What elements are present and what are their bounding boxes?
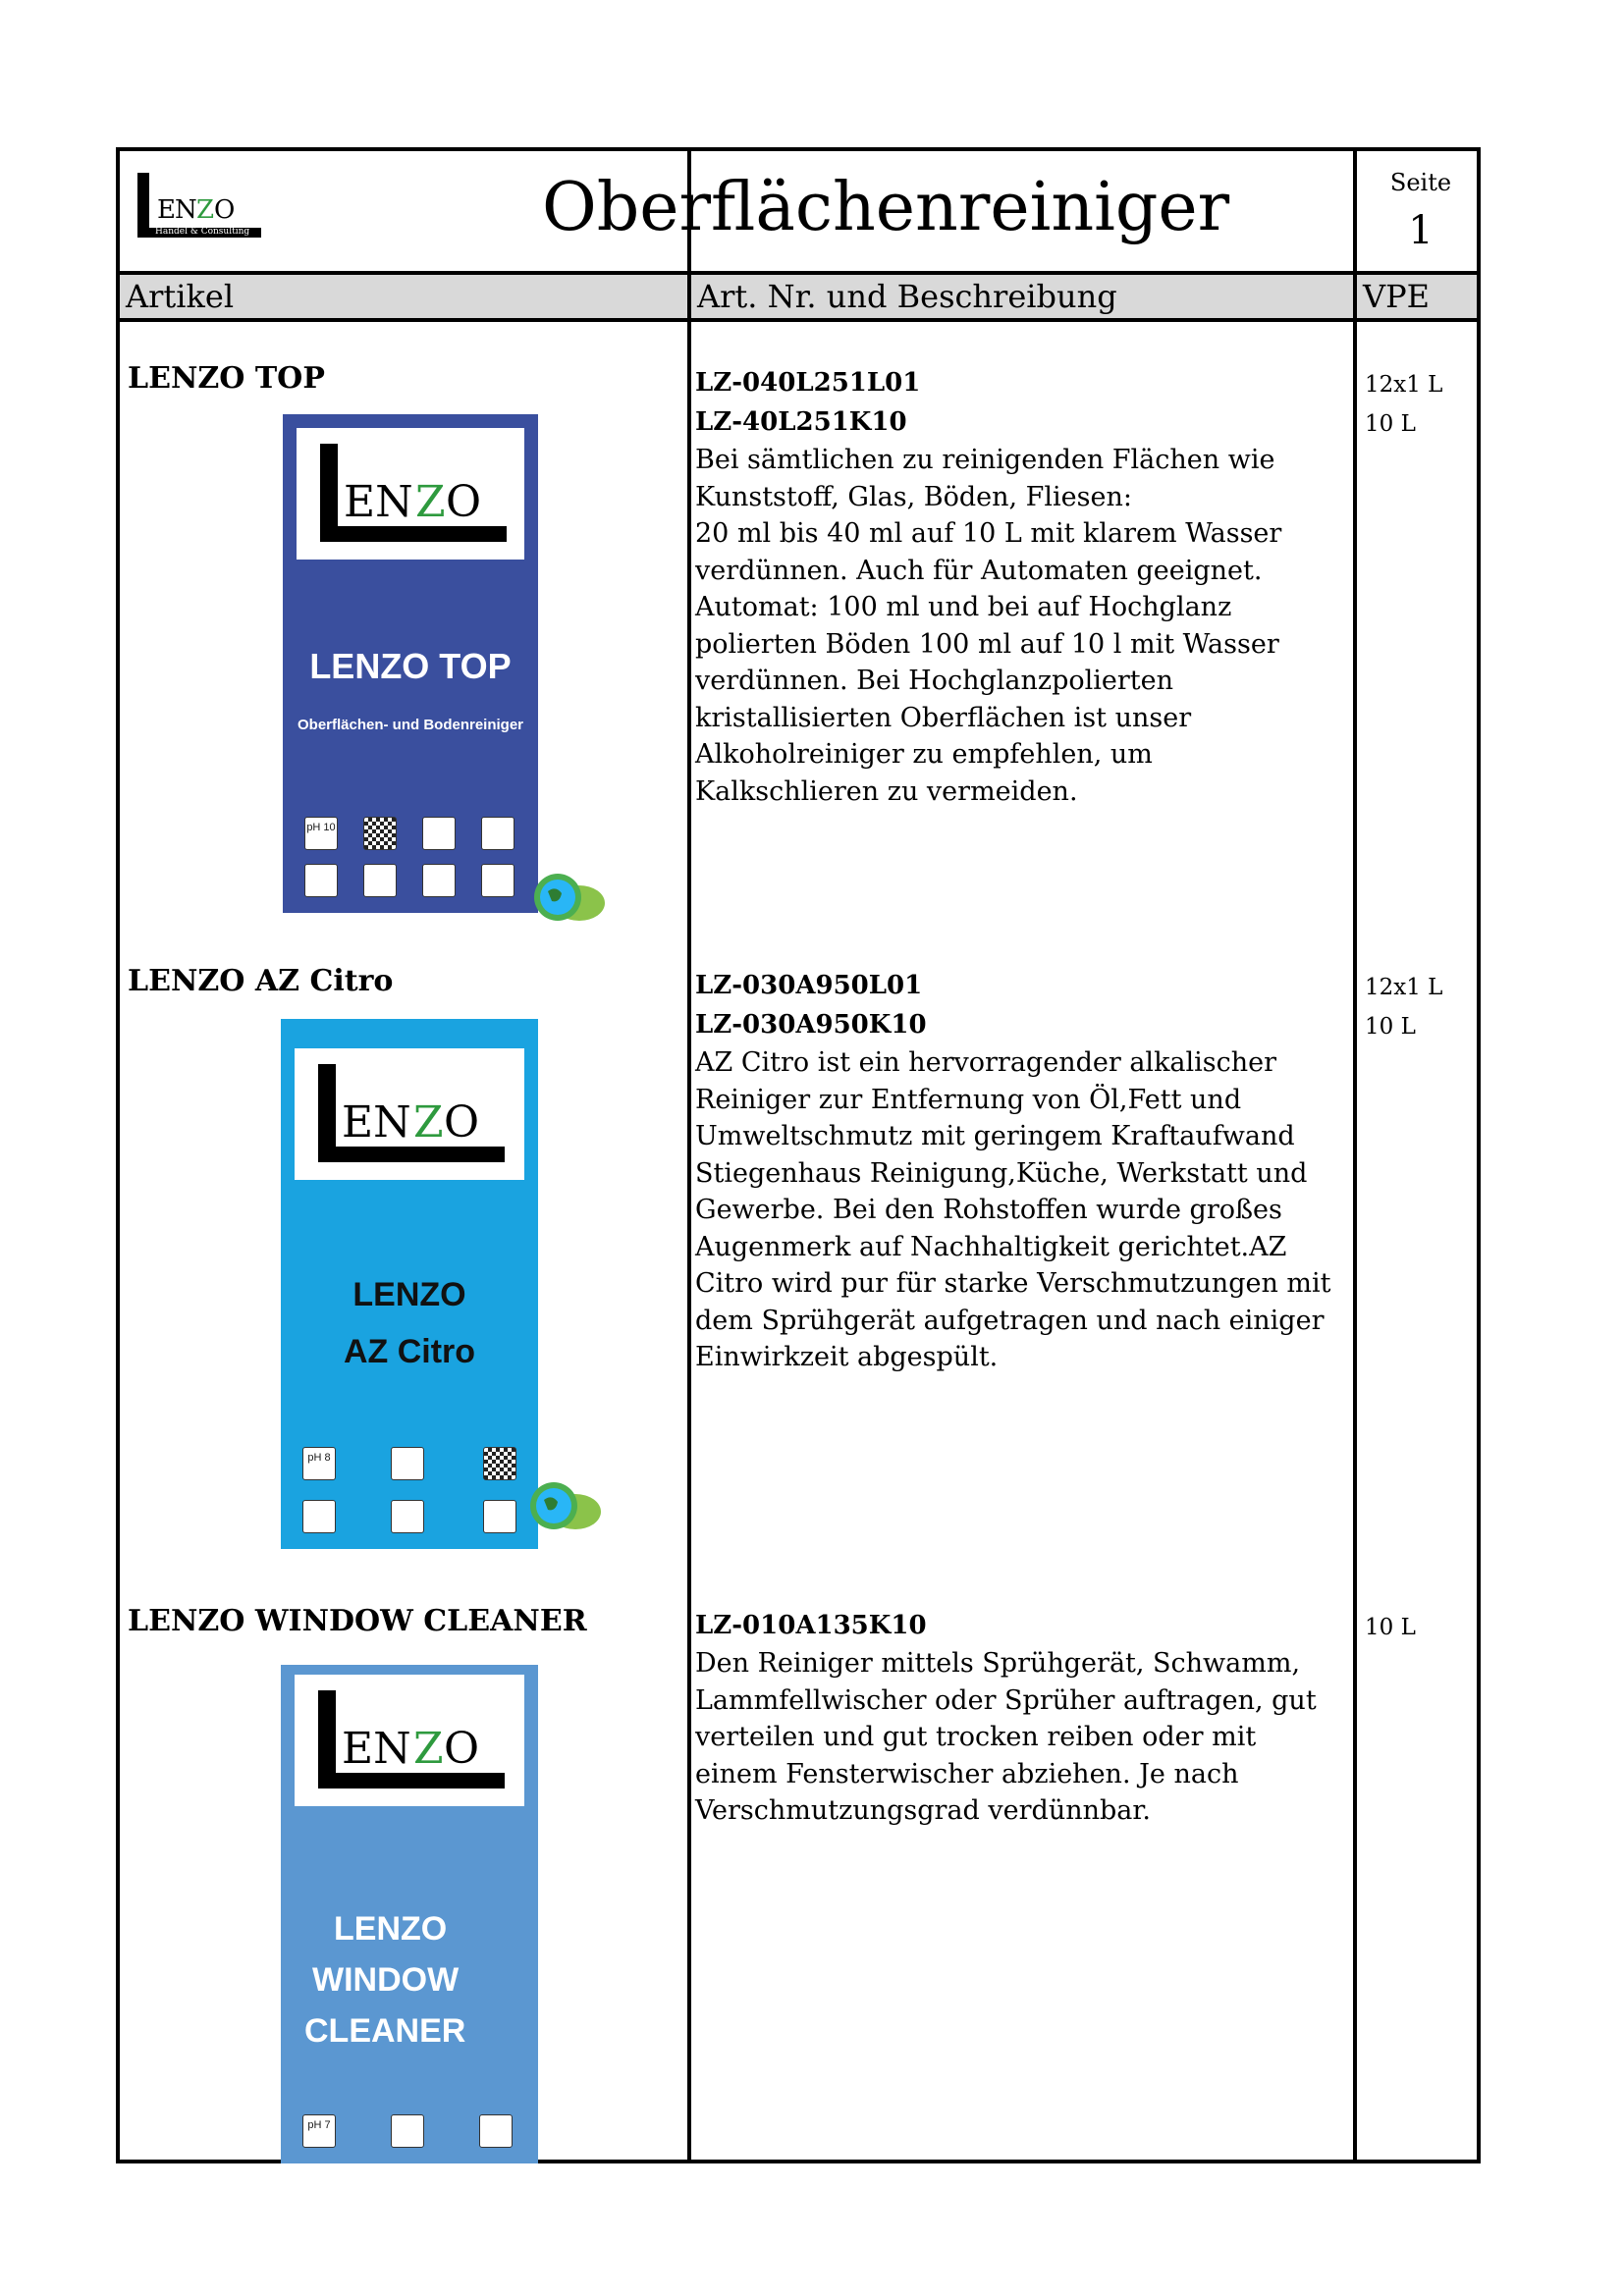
- article-number: LZ-040L251L01: [695, 368, 921, 398]
- product-label-image: EN Z O LENZO AZ Citro pH 8: [281, 1019, 538, 1549]
- checker-floor-icon: [483, 1447, 516, 1480]
- catalog-page-frame: E N Z O Handel & Consulting Oberflächenr…: [116, 147, 1481, 2163]
- article-number: LZ-40L251K10: [695, 407, 907, 437]
- header-divider: [120, 271, 1477, 275]
- column-header-vpe: VPE: [1357, 275, 1477, 318]
- page-label: Seite: [1389, 169, 1452, 196]
- svg-text:Z: Z: [413, 1724, 444, 1774]
- product-description: AZ Citro ist ein hervorragender alkalisc…: [695, 1047, 1331, 1372]
- company-logo: E N Z O Handel & Consulting: [135, 171, 263, 241]
- header-divider: [120, 318, 1477, 322]
- cleaning-person-icon: [422, 864, 456, 897]
- svg-text:EN: EN: [342, 1097, 411, 1148]
- product-description: Den Reiniger mittels Sprühgerät, Schwamm…: [695, 1648, 1317, 1826]
- svg-text:EN: EN: [342, 1724, 411, 1774]
- floor-machine-icon: [483, 1500, 516, 1533]
- svg-text:O: O: [444, 1724, 479, 1774]
- packaging-unit: 10 L: [1365, 1014, 1416, 1040]
- shelf-icon: [422, 817, 456, 850]
- cleaning-person-icon: [391, 1500, 424, 1533]
- page-number: 1: [1408, 208, 1434, 253]
- svg-text:EN: EN: [344, 477, 413, 527]
- mopping-icon: [481, 864, 514, 897]
- article-number: LZ-030A950K10: [695, 1010, 927, 1040]
- packaging-unit: 10 L: [1365, 1615, 1416, 1640]
- svg-text:N: N: [175, 195, 197, 225]
- column-header-artikel: Artikel: [120, 275, 687, 318]
- product-label-image: EN Z O LENZO TOP Oberflächen- und Bodenr…: [283, 414, 538, 913]
- packaging-unit: 12x1 L: [1365, 372, 1443, 398]
- page-title: Oberflächenreiniger: [542, 169, 1230, 246]
- column-header-beschreibung: Art. Nr. und Beschreibung: [691, 275, 1353, 318]
- svg-text:Z: Z: [413, 1097, 444, 1148]
- ph-icon: pH 7: [302, 2114, 336, 2148]
- eco-globe-icon: [534, 874, 605, 921]
- product-name: LENZO WINDOW CLEANER: [128, 1604, 587, 1638]
- svg-text:Z: Z: [196, 195, 214, 225]
- window-icon: [391, 2114, 424, 2148]
- product-name: LENZO TOP: [128, 361, 325, 396]
- shelf-icon: [391, 1447, 424, 1480]
- checker-floor-icon: [363, 817, 397, 850]
- ph-icon: pH 8: [302, 1447, 336, 1480]
- packaging-unit: 12x1 L: [1365, 975, 1443, 1000]
- person-icon: [479, 2114, 513, 2148]
- article-number: LZ-030A950L01: [695, 971, 923, 1000]
- packaging-unit: 10 L: [1365, 411, 1416, 437]
- product-label-image: EN Z O LENZO WINDOW CLEANER pH 7: [281, 1665, 538, 2163]
- product-description: Bei sämtlichen zu reinigenden Flächen wi…: [695, 445, 1282, 807]
- logo-subtitle: Handel & Consulting: [155, 227, 250, 237]
- svg-text:O: O: [446, 477, 481, 527]
- eco-globe-icon: [530, 1482, 601, 1529]
- building-icon: [481, 817, 514, 850]
- person-icon: [302, 1500, 336, 1533]
- svg-text:O: O: [214, 195, 235, 225]
- svg-text:E: E: [157, 195, 176, 225]
- person-icon: [304, 864, 338, 897]
- column-divider: [1353, 151, 1357, 2160]
- column-divider: [687, 151, 691, 2160]
- ph-icon: pH 10: [304, 817, 338, 850]
- svg-text:O: O: [444, 1097, 479, 1148]
- floor-machine-icon: [363, 864, 397, 897]
- product-name: LENZO AZ Citro: [128, 964, 394, 998]
- article-number: LZ-010A135K10: [695, 1611, 927, 1640]
- svg-text:Z: Z: [415, 477, 446, 527]
